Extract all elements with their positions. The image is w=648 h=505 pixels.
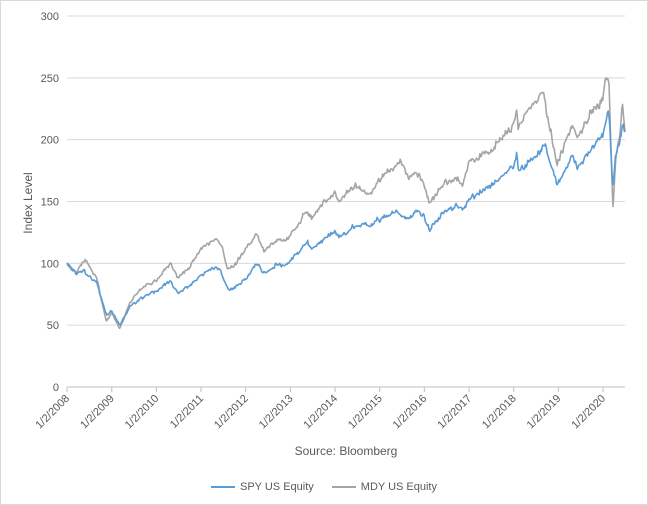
x-tick-label: 1/2/2016 <box>391 393 430 432</box>
series-line-spy <box>66 110 626 326</box>
legend-swatch-mdy <box>331 486 356 488</box>
legend: SPY US Equity MDY US Equity <box>1 479 647 495</box>
legend-swatch-spy <box>211 486 235 488</box>
x-tick-label: 1/2/2009 <box>78 393 117 432</box>
y-tick-label: 200 <box>41 135 59 147</box>
x-tick-label: 1/2/2019 <box>525 393 564 432</box>
y-axis-ticks: 0 50 100 150 200 250 300 <box>41 11 59 394</box>
x-tick-label: 1/2/2018 <box>480 393 519 432</box>
x-axis: 1/2/2008 1/2/2009 1/2/2010 1/2/2011 1/2/2012… <box>33 386 625 432</box>
x-tick-label: 1/2/2011 <box>168 393 206 431</box>
y-tick-label: 50 <box>47 320 59 332</box>
series-line-mdy <box>66 77 626 330</box>
y-axis-title: Index Level <box>21 172 35 233</box>
y-tick-label: 250 <box>41 73 59 85</box>
y-tick-label: 0 <box>53 382 59 394</box>
x-tick-label: 1/2/2008 <box>33 393 72 432</box>
y-tick-label: 150 <box>41 197 59 209</box>
x-tick-label: 1/2/2020 <box>569 393 608 432</box>
x-tick-label: 1/2/2014 <box>301 393 340 432</box>
y-tick-label: 100 <box>41 258 59 270</box>
series-lines <box>66 77 626 330</box>
x-tick-label: 1/2/2013 <box>257 393 296 432</box>
y-tick-label: 300 <box>41 11 59 23</box>
x-tick-label: 1/2/2015 <box>346 393 385 432</box>
legend-item-mdy[interactable]: MDY US Equity <box>331 479 437 495</box>
x-tick-label: 1/2/2010 <box>123 393 162 432</box>
x-tick-label: 1/2/2012 <box>212 393 251 432</box>
gridlines <box>67 15 625 326</box>
legend-label-spy: SPY US Equity <box>240 481 314 493</box>
legend-label-mdy: MDY US Equity <box>360 481 437 493</box>
x-tick-label: 1/2/2017 <box>435 393 474 432</box>
x-axis-title: Source: Bloomberg <box>295 444 398 458</box>
legend-item-spy[interactable]: SPY US Equity <box>211 479 314 495</box>
